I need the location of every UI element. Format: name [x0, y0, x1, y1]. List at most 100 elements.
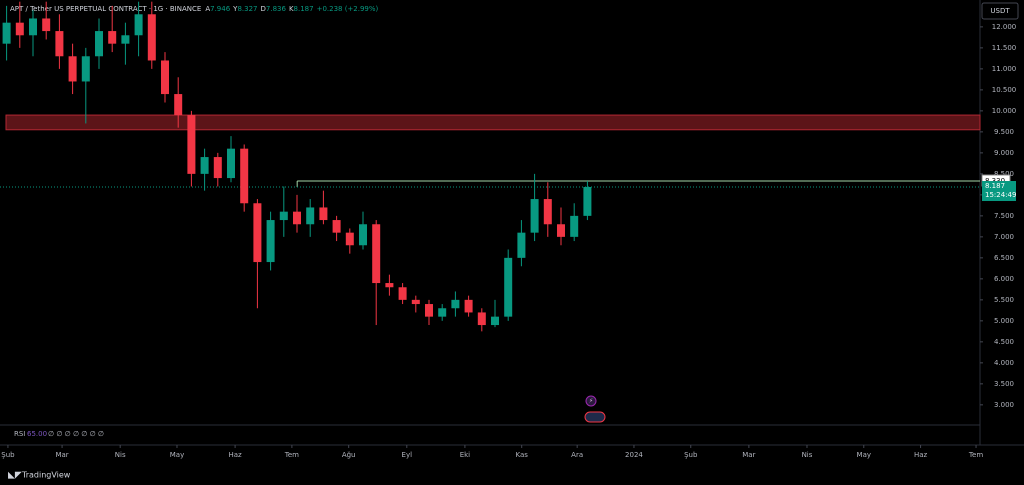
countdown: 15:24:49	[985, 191, 1016, 199]
candle-body	[543, 199, 552, 225]
event-icon[interactable]	[585, 395, 597, 407]
candle-body	[15, 22, 24, 36]
symbol-name: APT / Tether US PERPETUAL CONTRACT · 1G …	[10, 5, 201, 13]
candle-body	[213, 157, 222, 179]
x-tick-label: Şub	[684, 451, 698, 459]
y-tick-label: 6.500	[994, 254, 1014, 262]
candle-body	[134, 14, 143, 36]
y-tick-label: 11.000	[992, 65, 1017, 73]
ohlc-key: A	[205, 5, 210, 13]
rsi-params: 65.00	[27, 430, 47, 438]
candle-body	[266, 220, 275, 263]
resistance-tag-label: 8.330	[985, 177, 1005, 185]
ohlc-value: 8.187	[294, 5, 314, 13]
candle-body	[279, 211, 288, 221]
y-tick-label: 5.500	[994, 296, 1014, 304]
x-tick-label: Eki	[460, 451, 470, 459]
x-tick-label: Kas	[515, 451, 528, 459]
ohlc-key: Y	[232, 5, 238, 13]
candle-body	[68, 56, 77, 82]
candle-body	[240, 148, 249, 204]
y-tick-label: 5.000	[994, 317, 1014, 325]
ohlc-key: D	[261, 5, 266, 13]
candle-body	[332, 220, 341, 233]
candle-body	[425, 304, 433, 317]
branding[interactable]: TradingView	[21, 471, 71, 480]
x-tick-label: Nis	[115, 451, 126, 459]
ohlc-key: K	[289, 5, 294, 13]
candle-body	[464, 299, 473, 313]
x-tick-label: Eyl	[402, 451, 413, 459]
candle-body	[385, 283, 394, 288]
y-tick-label: 3.000	[994, 401, 1014, 409]
last-price-label: 8.187	[985, 182, 1005, 190]
supply-zone	[5, 114, 981, 131]
y-tick-label: 7.000	[994, 233, 1014, 241]
x-tick-label: Nis	[802, 451, 813, 459]
y-tick-label: 3.500	[994, 380, 1014, 388]
candle-body	[293, 211, 301, 225]
candle-body	[42, 18, 51, 32]
candle-body	[530, 199, 539, 233]
candle-body	[477, 312, 486, 326]
candle-body	[557, 224, 565, 237]
candle-body	[359, 224, 367, 246]
x-tick-label: May	[170, 451, 184, 459]
y-tick-label: 9.000	[994, 149, 1014, 157]
candle-body	[345, 232, 354, 246]
candle-body	[253, 203, 262, 263]
x-tick-label: Haz	[914, 451, 928, 459]
candle-body	[81, 56, 90, 82]
y-tick-label: 10.000	[992, 107, 1017, 115]
legend: APT / Tether US PERPETUAL CONTRACT · 1G …	[10, 5, 379, 13]
candle-body	[161, 60, 169, 95]
candle-body	[438, 308, 447, 317]
economic-event-icon[interactable]	[584, 411, 606, 423]
ohlc-value: 8.327	[237, 5, 257, 13]
x-tick-label: Tem	[968, 451, 983, 459]
rsi-label: RSI	[14, 430, 25, 438]
symbol-title: APT / Tether US PERPETUAL CONTRACT · 1G …	[10, 5, 379, 13]
y-tick-label: 9.500	[994, 128, 1014, 136]
candle-body	[319, 207, 328, 221]
event-icon-glyph: ⚡	[589, 398, 593, 405]
candle-body	[570, 215, 579, 237]
logo-mark: ◣◤	[8, 471, 22, 481]
candle-body	[398, 287, 407, 300]
change: +0.238 (+2.99%)	[317, 5, 379, 13]
candle-body	[451, 299, 460, 309]
candle-body	[174, 94, 183, 116]
candle-body	[2, 22, 11, 44]
currency-label[interactable]: USDT	[990, 7, 1010, 15]
x-tick-label: May	[857, 451, 871, 459]
candle-body	[95, 31, 103, 57]
y-tick-label: 4.000	[994, 359, 1014, 367]
last-price-tag	[982, 181, 1016, 202]
candle-body	[147, 14, 156, 61]
candle-body	[504, 257, 513, 317]
y-tick-label: 8.500	[994, 170, 1014, 178]
candle-body	[187, 115, 196, 174]
candle-body	[200, 157, 209, 174]
candle-body	[227, 148, 235, 179]
candle-body	[306, 207, 315, 225]
x-tick-label: Haz	[228, 451, 242, 459]
x-tick-label: Şub	[1, 451, 15, 459]
y-tick-label: 7.500	[994, 212, 1014, 220]
rsi-extra: ∅ ∅ ∅ ∅ ∅ ∅ ∅	[48, 430, 104, 438]
ohlc-value: 7.836	[266, 5, 287, 13]
currency-button[interactable]	[981, 2, 1019, 20]
x-tick-label: 2024	[625, 451, 643, 459]
x-tick-label: Ara	[571, 451, 583, 459]
candle-body	[517, 232, 526, 258]
y-tick-label: 12.000	[992, 23, 1017, 31]
candle-body	[583, 187, 592, 216]
candle-body	[121, 35, 130, 44]
x-tick-label: Ağu	[342, 451, 356, 459]
candle-body	[55, 31, 64, 57]
y-tick-label: 10.500	[992, 86, 1017, 94]
candle-body	[491, 316, 499, 326]
x-tick-label: Tem	[284, 451, 299, 459]
